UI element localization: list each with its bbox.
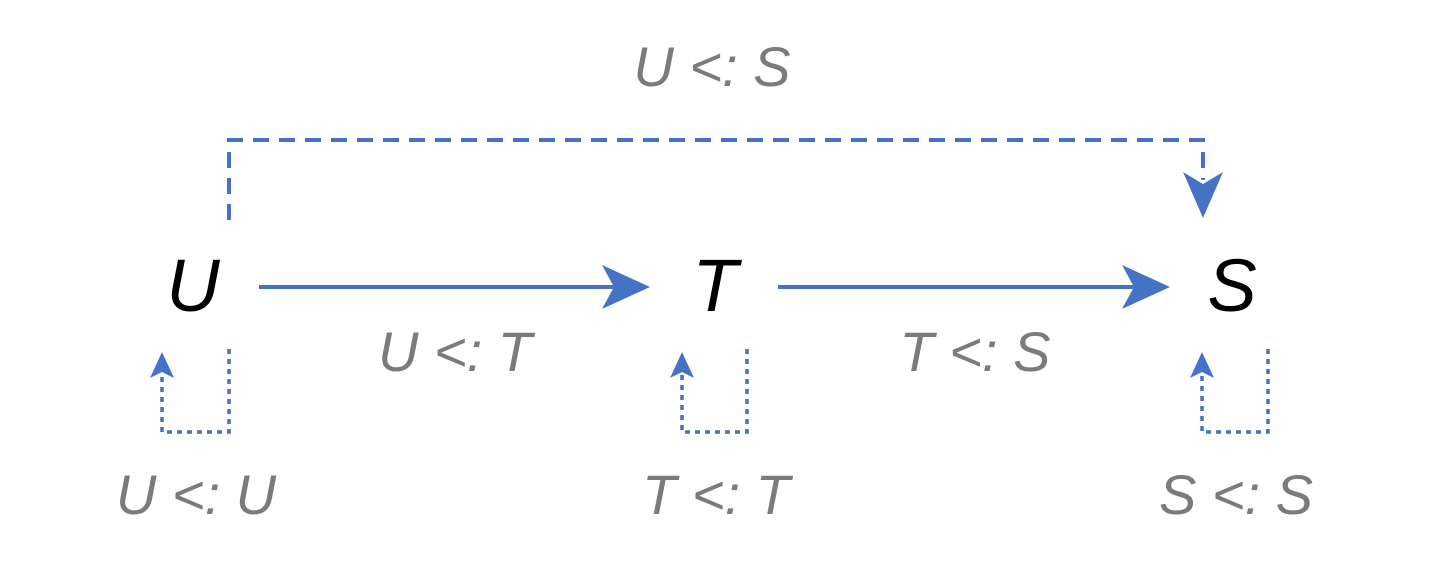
arrow-t-to-s <box>778 265 1170 309</box>
label-t-sub-s: T <: S <box>900 320 1051 383</box>
label-u-sub-s: U <: S <box>633 35 790 98</box>
label-s-sub-s: S <: S <box>1159 463 1313 526</box>
node-t: T <box>692 244 742 327</box>
reflexive-loop-u <box>150 349 231 434</box>
node-s: S <box>1207 244 1256 327</box>
reflexive-loop-t <box>670 349 749 434</box>
label-u-sub-t: U <: T <box>378 320 536 383</box>
label-u-sub-u: U <: U <box>116 463 277 526</box>
reflexive-loop-s <box>1190 349 1270 434</box>
arrow-u-to-t <box>259 265 650 309</box>
node-u: U <box>166 244 220 327</box>
label-t-sub-t: T <: T <box>642 463 794 526</box>
transitive-arrow-u-to-s <box>227 138 1223 220</box>
